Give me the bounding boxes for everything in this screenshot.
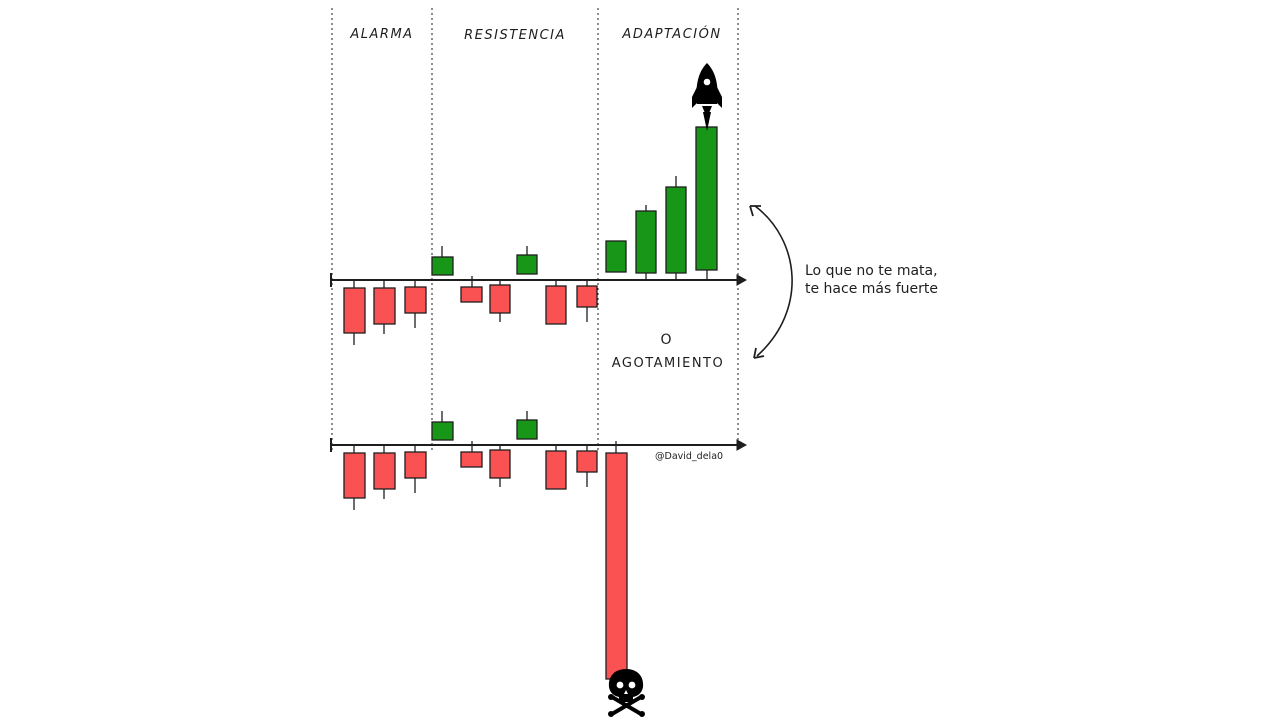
candle-bull bbox=[605, 240, 627, 273]
top-candles bbox=[343, 126, 718, 345]
candle-bear bbox=[460, 451, 483, 468]
or-label: O bbox=[660, 332, 671, 348]
candle-bear bbox=[373, 452, 396, 490]
annotation-line-2: te hace más fuerte bbox=[805, 281, 938, 297]
candle-bear-collapse bbox=[605, 452, 628, 680]
candle-bull bbox=[665, 186, 687, 274]
exhaustion-label: AGOTAMIENTO bbox=[612, 356, 724, 371]
bottom-candles bbox=[343, 411, 628, 680]
candle-bull bbox=[516, 254, 538, 275]
candle-bear bbox=[343, 287, 366, 334]
candle-bear bbox=[404, 286, 427, 314]
choice-arrow bbox=[749, 205, 793, 359]
candle-bear bbox=[576, 450, 598, 473]
top-axis-arrowhead bbox=[736, 274, 748, 286]
bottom-axis bbox=[330, 438, 748, 452]
candle-bear bbox=[489, 284, 511, 314]
candle-bull bbox=[431, 256, 454, 276]
candle-bear bbox=[545, 450, 567, 490]
phase-label-adaptacion: ADAPTACIÓN bbox=[621, 26, 721, 42]
bottom-axis-arrowhead bbox=[736, 439, 748, 451]
top-axis bbox=[330, 273, 748, 287]
candle-bull bbox=[635, 210, 657, 274]
skull-crossbones-icon bbox=[608, 669, 645, 717]
phase-separators bbox=[331, 8, 739, 450]
candle-bear bbox=[404, 451, 427, 479]
phase-label-resistencia: RESISTENCIA bbox=[464, 28, 566, 43]
phase-label-alarma: ALARMA bbox=[349, 27, 413, 42]
candle-bear bbox=[343, 452, 366, 499]
candle-bear bbox=[489, 449, 511, 479]
candle-bull bbox=[431, 421, 454, 441]
candle-bull bbox=[516, 419, 538, 440]
rocket-icon bbox=[692, 63, 722, 131]
candle-bear bbox=[545, 285, 567, 325]
candle-bear bbox=[576, 285, 598, 308]
candle-bear bbox=[373, 287, 396, 325]
annotation-line-1: Lo que no te mata, bbox=[805, 263, 938, 279]
candle-bear bbox=[460, 286, 483, 303]
candle-bull bbox=[695, 126, 718, 271]
author-credit: @David_dela0 bbox=[655, 451, 723, 462]
